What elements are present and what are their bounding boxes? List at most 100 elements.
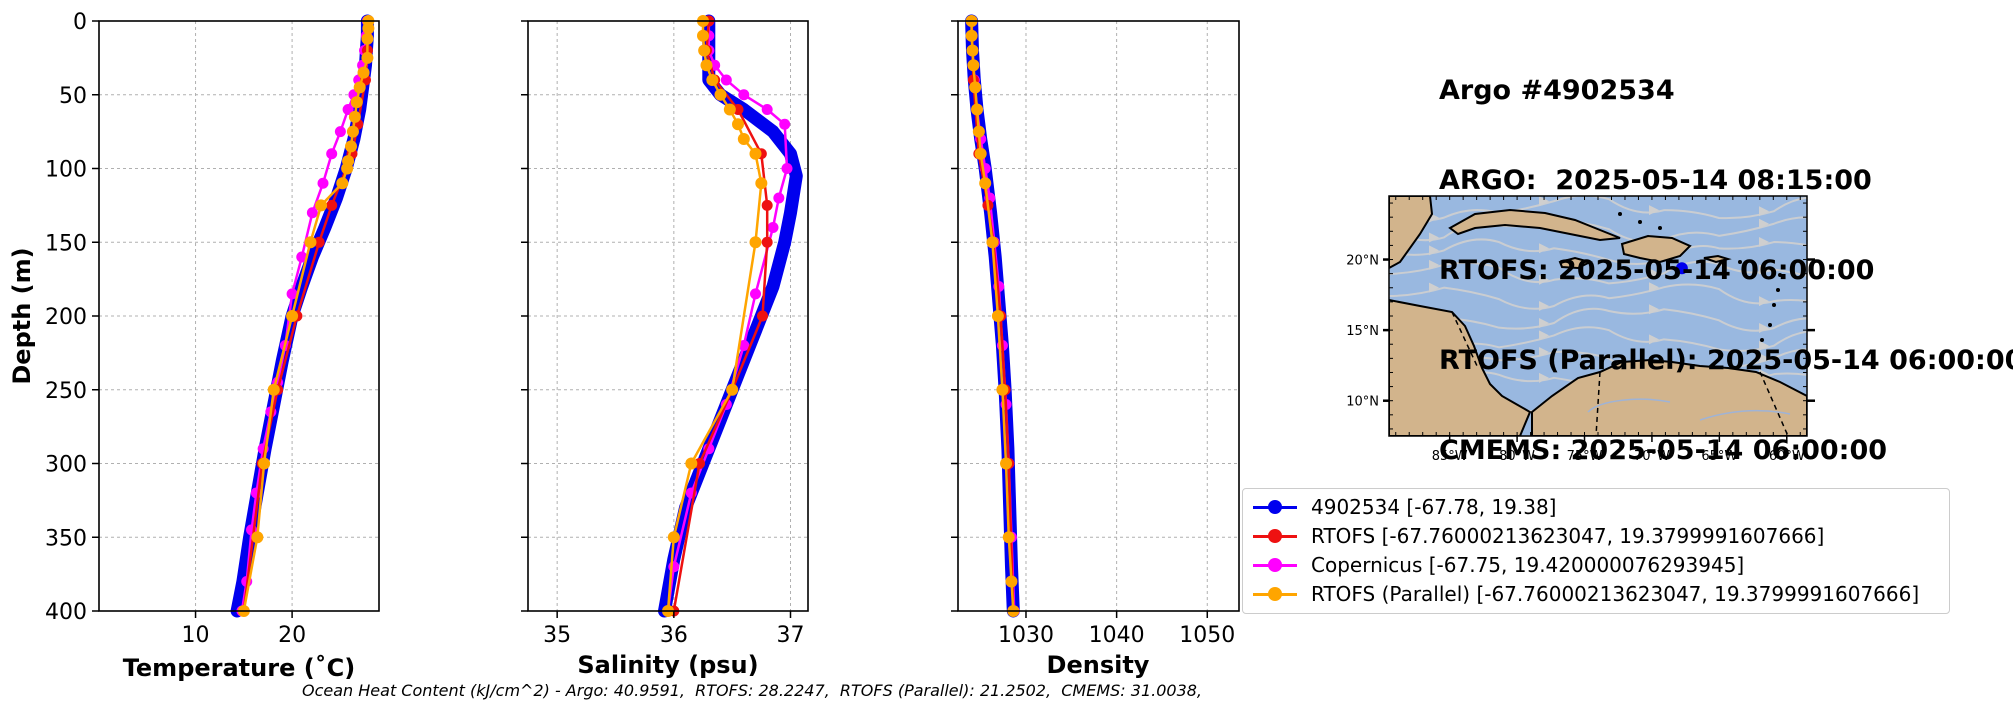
island-dot: [1772, 303, 1776, 307]
temperature-grid: [99, 20, 379, 612]
density-panel: 1030 1040 1050 Density: [951, 14, 1240, 679]
yucatan-land: [1389, 196, 1434, 270]
data-point-copernicus: [781, 163, 793, 174]
south-america-land: [1531, 358, 1807, 436]
x-tick-label: 36: [660, 623, 688, 648]
streamline-arrow: [1759, 296, 1769, 307]
puerto-rico-land: [1703, 254, 1732, 264]
data-point-parallel: [755, 177, 768, 190]
x-tick-label: 1050: [1179, 623, 1235, 648]
island-dot: [1658, 226, 1662, 230]
data-point-parallel: [749, 236, 762, 249]
data-point-copernicus: [720, 74, 732, 86]
map-river: [1587, 398, 1671, 413]
legend: 4902534 [-67.78, 19.38] RTOFS [-67.76000…: [1242, 488, 1950, 614]
title-line: Argo #4902534: [1439, 75, 1675, 106]
streamline-arrow: [1759, 264, 1769, 275]
data-point-parallel: [346, 125, 359, 138]
x-tick-label: 20: [278, 623, 306, 648]
data-point-rtofs: [694, 458, 705, 469]
streamline: [1389, 260, 1807, 285]
data-point-parallel: [723, 103, 736, 116]
data-point-parallel: [267, 383, 280, 396]
data-point-copernicus: [306, 207, 318, 219]
legend-label: Copernicus [-67.75, 19.420000076293945]: [1311, 553, 1745, 577]
series-line-parallel: [970, 19, 1015, 613]
y-tick-label: 50: [59, 84, 87, 109]
data-point-parallel: [986, 236, 999, 249]
streamline-arrow: [1539, 330, 1549, 341]
data-point-rtofs: [326, 199, 338, 211]
data-point-parallel: [345, 140, 357, 153]
legend-label: RTOFS (Parallel) [-67.76000213623047, 19…: [1311, 582, 1920, 606]
data-point-parallel: [361, 32, 374, 45]
data-point-copernicus: [761, 104, 773, 115]
x-tick-label: 10: [182, 623, 210, 648]
legend-swatch: [1253, 497, 1297, 517]
streamline-arrow: [1649, 334, 1659, 345]
data-point-copernicus: [334, 126, 346, 138]
y-tick-label: 0: [73, 10, 87, 35]
island-dot: [1738, 260, 1742, 264]
map-river: [1699, 409, 1791, 421]
legend-item-copernicus: Copernicus [-67.75, 19.420000076293945]: [1253, 551, 1744, 579]
series-line-parallel: [666, 19, 763, 613]
data-point-copernicus: [750, 288, 761, 300]
island-dot: [1638, 220, 1642, 224]
salinity-y-ticks: [521, 20, 528, 612]
data-point-parallel: [361, 51, 374, 64]
streamline-arrow: [1539, 318, 1549, 329]
data-point-parallel: [971, 103, 984, 116]
data-point-copernicus: [738, 89, 750, 101]
map-lon-label: 60°W: [1769, 449, 1805, 464]
jamaica-land: [1558, 256, 1593, 270]
title-line: CMEMS: 2025-05-14 06:00:00: [1439, 435, 1888, 466]
data-point-parallel: [967, 59, 980, 72]
data-point-parallel: [348, 110, 361, 123]
map-border-line: [1759, 371, 1789, 436]
map-lat-label: 15°N: [1346, 324, 1379, 339]
salinity-panel: 35 36 37 Salinity (psu): [521, 14, 809, 679]
data-point-copernicus: [286, 288, 298, 300]
cuba-land: [1448, 208, 1621, 242]
data-point-parallel: [258, 457, 271, 470]
streamline-arrow: [1649, 205, 1659, 216]
data-point-rtofs: [313, 236, 325, 248]
data-point-rtofs: [757, 310, 768, 322]
data-point-parallel: [726, 383, 739, 396]
map-lon-label: 80°W: [1499, 449, 1535, 464]
streamline-arrow: [1759, 206, 1769, 217]
streamline-arrow: [1539, 372, 1549, 383]
streamline-arrow: [1759, 340, 1769, 351]
legend-swatch: [1253, 526, 1297, 546]
streamline-arrow: [1649, 268, 1659, 279]
data-point-parallel: [685, 457, 698, 470]
density-y-ticks: [951, 20, 958, 612]
data-point-parallel: [714, 88, 727, 101]
data-point-rtofs: [761, 236, 773, 248]
data-point-parallel: [706, 74, 719, 86]
x-tick-label: 35: [543, 623, 571, 648]
legend-item-rtofs-parallel: RTOFS (Parallel) [-67.76000213623047, 19…: [1253, 580, 1919, 608]
streamline: [1389, 238, 1807, 265]
streamline-arrow: [1649, 282, 1659, 293]
y-tick-label: 350: [45, 526, 87, 551]
title-line: RTOFS: 2025-05-14 06:00:00: [1439, 255, 1875, 286]
data-point-parallel: [336, 177, 349, 190]
streamline-arrow: [1429, 245, 1439, 256]
streamline-arrow: [1539, 196, 1549, 207]
data-point-copernicus: [317, 177, 329, 189]
legend-item-rtofs: RTOFS [-67.76000213623047, 19.3799991607…: [1253, 522, 1824, 550]
title-line: RTOFS (Parallel): 2025-05-14 06:00:00: [1439, 345, 2013, 376]
ocean-heat-content-footer: Ocean Heat Content (kJ/cm^2) - Argo: 40.…: [302, 681, 1203, 700]
argo-float-marker: [1675, 262, 1688, 275]
x-tick-label: 1040: [1089, 623, 1145, 648]
streamline: [1389, 283, 1807, 310]
y-tick-label: 300: [45, 453, 87, 478]
island-dot: [1760, 338, 1764, 342]
data-point-parallel: [698, 44, 711, 57]
title-line: ARGO: 2025-05-14 08:15:00: [1439, 165, 1872, 196]
legend-swatch: [1253, 555, 1297, 575]
island-dot: [1618, 212, 1622, 216]
data-point-parallel: [341, 162, 354, 175]
